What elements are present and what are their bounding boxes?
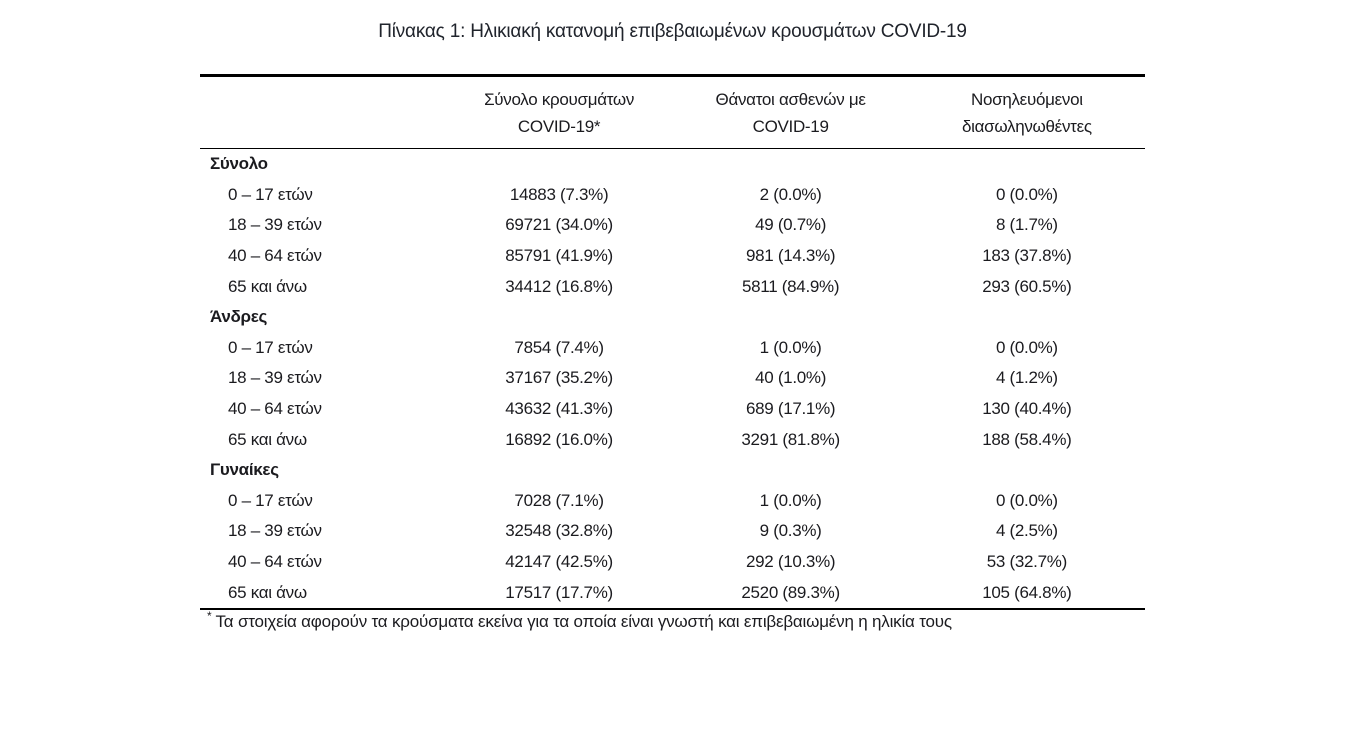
- cell-intubated: 130 (40.4%): [982, 399, 1072, 419]
- header-total-cases: Σύνολο κρουσμάτων COVID-19*: [445, 75, 673, 149]
- table-row: 18 – 39 ετών 37167 (35.2%) 40 (1.0%) 4 (…: [200, 363, 1145, 394]
- age-label: 40 – 64 ετών: [228, 246, 322, 266]
- cell-deaths: 2520 (89.3%): [741, 582, 840, 602]
- table-row: 65 και άνω 17517 (17.7%) 2520 (89.3%) 10…: [200, 577, 1145, 609]
- header-deaths: Θάνατοι ασθενών με COVID-19: [672, 75, 909, 149]
- cell-cases: 69721 (34.0%): [505, 215, 613, 235]
- section-label-total: Σύνολο: [210, 154, 268, 174]
- header-total-cases-line1: Σύνολο κρουσμάτων: [484, 89, 635, 109]
- cell-cases: 7854 (7.4%): [514, 337, 604, 357]
- cell-deaths: 40 (1.0%): [755, 368, 827, 388]
- cell-intubated: 0 (0.0%): [995, 184, 1058, 204]
- cell-cases: 42147 (42.5%): [505, 552, 613, 572]
- cell-deaths: 9 (0.3%): [759, 521, 822, 541]
- cell-deaths: 689 (17.1%): [745, 399, 836, 419]
- table-row: 0 – 17 ετών 7854 (7.4%) 1 (0.0%) 0 (0.0%…: [200, 333, 1145, 364]
- age-label: 65 και άνω: [228, 429, 307, 449]
- cell-deaths: 1 (0.0%): [759, 337, 822, 357]
- table-footnote: * Τα στοιχεία αφορούν τα κρούσματα εκείνα…: [200, 609, 1145, 632]
- cell-cases: 43632 (41.3%): [505, 399, 613, 419]
- footnote-asterisk: *: [207, 609, 212, 624]
- covid-age-distribution-table: Σύνολο κρουσμάτων COVID-19* Θάνατοι ασθε…: [200, 74, 1145, 610]
- cell-intubated: 53 (32.7%): [986, 552, 1067, 572]
- header-intubated-line1: Νοσηλευόμενοι: [971, 89, 1083, 109]
- cell-intubated: 183 (37.8%): [982, 246, 1072, 266]
- age-label: 65 και άνω: [228, 276, 307, 296]
- cell-intubated: 8 (1.7%): [995, 215, 1058, 235]
- cell-cases: 85791 (41.9%): [505, 246, 613, 266]
- cell-deaths: 49 (0.7%): [755, 215, 827, 235]
- table-row: 40 – 64 ετών 43632 (41.3%) 689 (17.1%) 1…: [200, 394, 1145, 425]
- age-label: 0 – 17 ετών: [228, 337, 313, 357]
- cell-intubated: 188 (58.4%): [982, 429, 1072, 449]
- cell-deaths: 981 (14.3%): [745, 246, 836, 266]
- header-intubated-line2: διασωληνωθέντες: [961, 116, 1092, 136]
- cell-intubated: 293 (60.5%): [982, 276, 1072, 296]
- age-label: 65 και άνω: [228, 582, 307, 602]
- table-row: 18 – 39 ετών 69721 (34.0%) 49 (0.7%) 8 (…: [200, 210, 1145, 241]
- cell-intubated: 0 (0.0%): [995, 337, 1058, 357]
- age-label: 40 – 64 ετών: [228, 399, 322, 419]
- table-row: 40 – 64 ετών 42147 (42.5%) 292 (10.3%) 5…: [200, 547, 1145, 578]
- cell-intubated: 105 (64.8%): [982, 582, 1072, 602]
- table-row: 0 – 17 ετών 7028 (7.1%) 1 (0.0%) 0 (0.0%…: [200, 486, 1145, 517]
- age-label: 18 – 39 ετών: [228, 215, 322, 235]
- table-body: Σύνολο 0 – 17 ετών 14883 (7.3%) 2 (0.0%)…: [200, 149, 1145, 609]
- cell-cases: 14883 (7.3%): [509, 184, 609, 204]
- cell-deaths: 5811 (84.9%): [742, 276, 840, 296]
- header-total-cases-line2: COVID-19*: [517, 116, 601, 136]
- table-row: 18 – 39 ετών 32548 (32.8%) 9 (0.3%) 4 (2…: [200, 516, 1145, 547]
- section-row-total: Σύνολο: [200, 149, 1145, 180]
- section-label-women: Γυναίκες: [210, 460, 279, 480]
- cell-intubated: 4 (1.2%): [995, 368, 1058, 388]
- cell-cases: 34412 (16.8%): [505, 276, 613, 296]
- section-row-women: Γυναίκες: [200, 455, 1145, 486]
- cell-cases: 7028 (7.1%): [514, 490, 604, 510]
- table-header: Σύνολο κρουσμάτων COVID-19* Θάνατοι ασθε…: [200, 75, 1145, 149]
- age-label: 40 – 64 ετών: [228, 552, 322, 572]
- cell-deaths: 2 (0.0%): [759, 184, 822, 204]
- section-label-men: Άνδρες: [210, 307, 268, 327]
- cell-cases: 37167 (35.2%): [505, 368, 613, 388]
- cell-deaths: 292 (10.3%): [745, 552, 836, 572]
- header-row: Σύνολο κρουσμάτων COVID-19* Θάνατοι ασθε…: [200, 75, 1145, 149]
- cell-cases: 17517 (17.7%): [505, 582, 613, 602]
- age-label: 0 – 17 ετών: [228, 184, 313, 204]
- header-deaths-line2: COVID-19: [752, 116, 829, 136]
- cell-deaths: 3291 (81.8%): [741, 429, 840, 449]
- table-row: 40 – 64 ετών 85791 (41.9%) 981 (14.3%) 1…: [200, 241, 1145, 272]
- table-row: 0 – 17 ετών 14883 (7.3%) 2 (0.0%) 0 (0.0…: [200, 180, 1145, 211]
- section-row-men: Άνδρες: [200, 302, 1145, 333]
- table-row: 65 και άνω 34412 (16.8%) 5811 (84.9%) 29…: [200, 271, 1145, 302]
- cell-cases: 32548 (32.8%): [505, 521, 613, 541]
- table-row: 65 και άνω 16892 (16.0%) 3291 (81.8%) 18…: [200, 424, 1145, 455]
- header-intubated: Νοσηλευόμενοι διασωληνωθέντες: [908, 75, 1145, 149]
- footnote-text: Τα στοιχεία αφορούν τα κρούσματα εκείνα …: [215, 612, 952, 631]
- cell-intubated: 4 (2.5%): [995, 521, 1058, 541]
- age-label: 18 – 39 ετών: [228, 368, 322, 388]
- cell-cases: 16892 (16.0%): [505, 429, 613, 449]
- age-label: 18 – 39 ετών: [228, 521, 322, 541]
- cell-deaths: 1 (0.0%): [759, 490, 822, 510]
- cell-intubated: 0 (0.0%): [995, 490, 1058, 510]
- header-empty-cell: [200, 75, 446, 149]
- header-deaths-line1: Θάνατοι ασθενών με: [715, 89, 866, 109]
- table-title: Πίνακας 1: Ηλικιακή κατανομή επιβεβαιωμέ…: [378, 21, 967, 42]
- age-label: 0 – 17 ετών: [228, 490, 313, 510]
